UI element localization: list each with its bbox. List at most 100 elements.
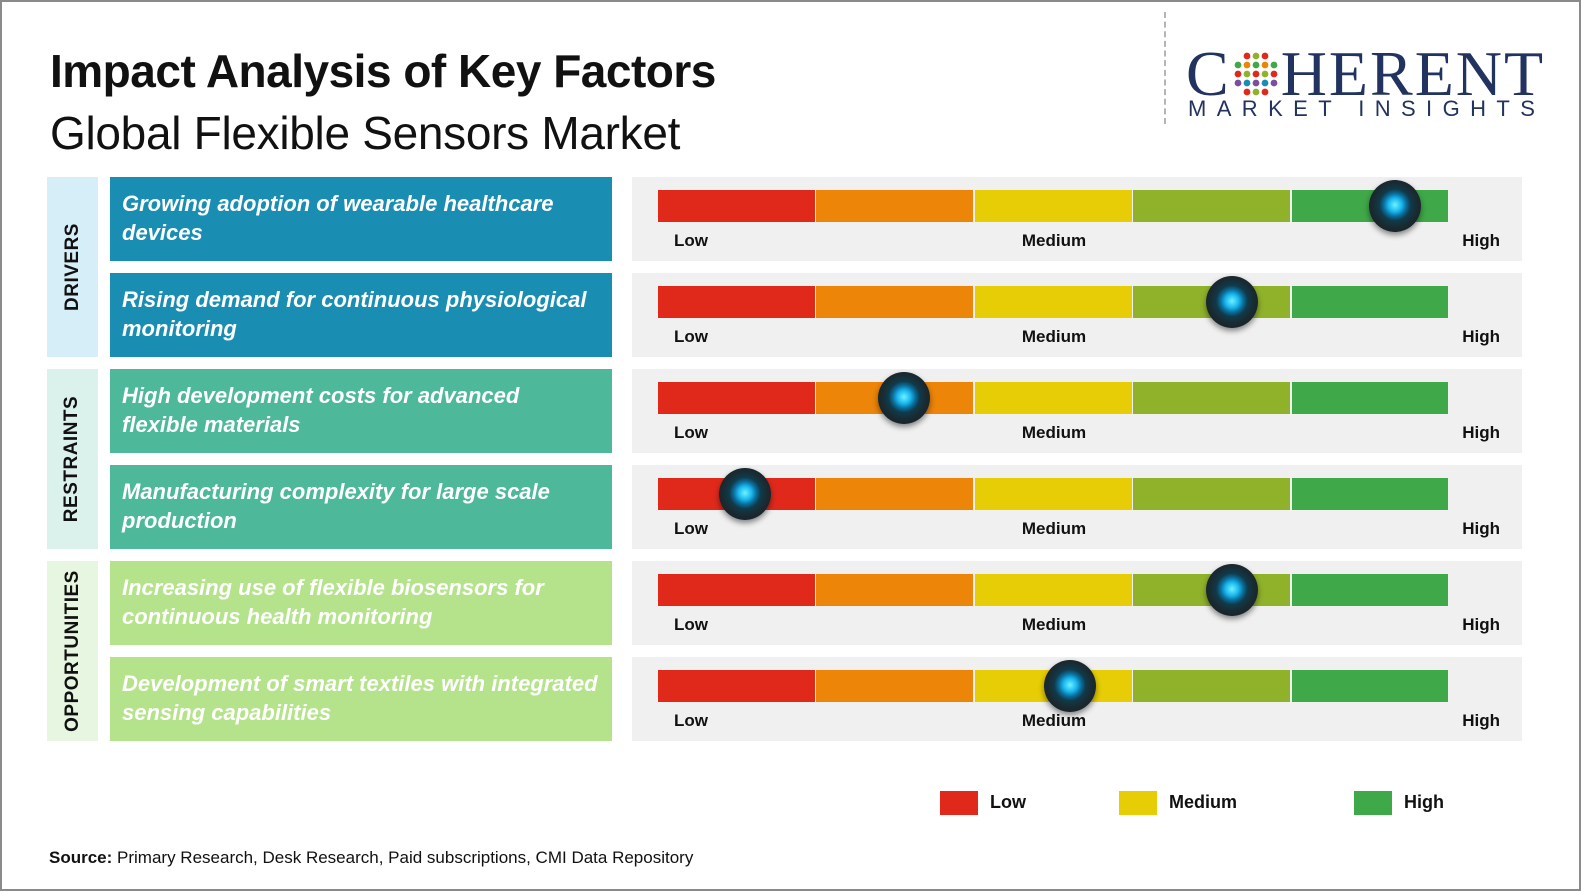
impact-bar-row: Low Medium High (632, 657, 1522, 741)
tick-label-medium: Medium (1021, 711, 1087, 730)
factor-label: Rising demand for continuous physiologic… (110, 273, 612, 357)
legend-label: Low (990, 792, 1026, 812)
impact-marker (1043, 660, 1096, 712)
impact-marker (877, 372, 930, 424)
logo-dot (1252, 79, 1260, 87)
logo-dot (1243, 70, 1251, 78)
category-drivers: DRIVERS (47, 177, 98, 357)
logo-dot (1234, 79, 1242, 87)
impact-marker (1206, 564, 1259, 616)
logo-dot (1270, 70, 1278, 78)
factor-label: Growing adoption of wearable healthcare … (110, 177, 612, 261)
tick-label-medium: Medium (1021, 231, 1087, 250)
impact-scale-segment (974, 382, 1132, 414)
source-note: Source: Primary Research, Desk Research,… (49, 848, 693, 868)
source-label: Source: (49, 848, 113, 867)
logo-dot (1243, 88, 1251, 96)
impact-scale-segment (1133, 670, 1291, 702)
tick-label-high: High (1462, 423, 1500, 442)
impact-bar-row: Low Medium High (632, 177, 1522, 261)
impact-scale-segment (974, 190, 1132, 222)
impact-scale-segment (974, 286, 1132, 318)
logo-dot (1243, 52, 1251, 60)
tick-label-medium: Medium (1021, 327, 1087, 346)
tick-label-high: High (1462, 231, 1500, 250)
tick-label-low: Low (674, 615, 708, 634)
category-restraints: RESTRAINTS (47, 369, 98, 549)
tick-label-high: High (1462, 615, 1500, 634)
logo-dot (1252, 70, 1260, 78)
legend-swatch (1354, 791, 1392, 815)
impact-scale-segment (1291, 478, 1449, 510)
logo-dot (1234, 61, 1242, 69)
legend-swatch (1119, 791, 1157, 815)
tick-label-high: High (1462, 711, 1500, 730)
impact-scale-segment (1133, 190, 1291, 222)
logo-dot (1261, 79, 1269, 87)
category-label: RESTRAINTS (61, 395, 83, 523)
impact-scale-segment (1291, 670, 1449, 702)
logo-dot (1252, 88, 1260, 96)
logo-dot (1270, 79, 1278, 87)
logo-dot (1252, 61, 1260, 69)
company-logo: C HERENT (1186, 36, 1545, 106)
logo-tagline: MARKET INSIGHTS (1188, 96, 1546, 121)
logo-dot (1261, 70, 1269, 78)
impact-scale-segment (1291, 286, 1449, 318)
impact-bar-row: Low Medium High (632, 369, 1522, 453)
impact-scale-segment (816, 286, 974, 318)
factor-label: Development of smart textiles with integ… (110, 657, 612, 741)
logo-divider (1164, 12, 1166, 124)
impact-scale-segment (816, 190, 974, 222)
tick-label-low: Low (674, 423, 708, 442)
logo-dot (1234, 70, 1242, 78)
logo-wordmark: HERENT (1280, 38, 1546, 110)
impact-marker (719, 468, 772, 520)
tick-label-high: High (1462, 327, 1500, 346)
impact-scale-segment (1291, 382, 1449, 414)
category-label: OPPORTUNITIES (61, 570, 83, 732)
factor-label: High development costs for advanced flex… (110, 369, 612, 453)
impact-scale-segment (1133, 382, 1291, 414)
logo-dot (1261, 52, 1269, 60)
impact-scale-segment (816, 478, 974, 510)
impact-scale-segment (658, 286, 815, 318)
category-label: DRIVERS (61, 223, 83, 311)
tick-label-medium: Medium (1021, 423, 1087, 442)
impact-bar-row: Low Medium High (632, 465, 1522, 549)
legend-label: High (1404, 792, 1444, 812)
impact-scale-segment (658, 382, 815, 414)
impact-scale-segment (816, 670, 974, 702)
tick-label-low: Low (674, 711, 708, 730)
impact-scale-segment (658, 670, 815, 702)
source-text: Primary Research, Desk Research, Paid su… (112, 848, 694, 867)
chart-title: Impact Analysis of Key Factors (50, 45, 716, 97)
impact-bar-row: Low Medium High (632, 561, 1522, 645)
logo-letter-c: C (1186, 38, 1231, 110)
legend-swatch (940, 791, 978, 815)
logo-dot (1252, 52, 1260, 60)
tick-label-low: Low (674, 519, 708, 538)
impact-scale-segment (1133, 478, 1291, 510)
impact-scale-segment (974, 574, 1132, 606)
impact-scale-segment (1291, 574, 1449, 606)
logo-dot (1261, 88, 1269, 96)
logo-dot-grid-icon (1234, 52, 1278, 96)
logo-dot (1243, 61, 1251, 69)
factor-label: Increasing use of flexible biosensors fo… (110, 561, 612, 645)
logo-dot (1270, 61, 1278, 69)
tick-label-high: High (1462, 519, 1500, 538)
impact-scale-segment (816, 574, 974, 606)
tick-label-medium: Medium (1021, 519, 1087, 538)
logo-dot (1243, 79, 1251, 87)
tick-label-low: Low (674, 231, 708, 250)
impact-scale-segment (658, 190, 815, 222)
impact-scale-segment (974, 478, 1132, 510)
impact-scale-segment (658, 574, 815, 606)
legend-label: Medium (1169, 792, 1238, 812)
impact-marker (1206, 276, 1259, 328)
category-opportunities: OPPORTUNITIES (47, 561, 98, 741)
impact-marker (1368, 180, 1421, 232)
impact-bar-row: Low Medium High (632, 273, 1522, 357)
